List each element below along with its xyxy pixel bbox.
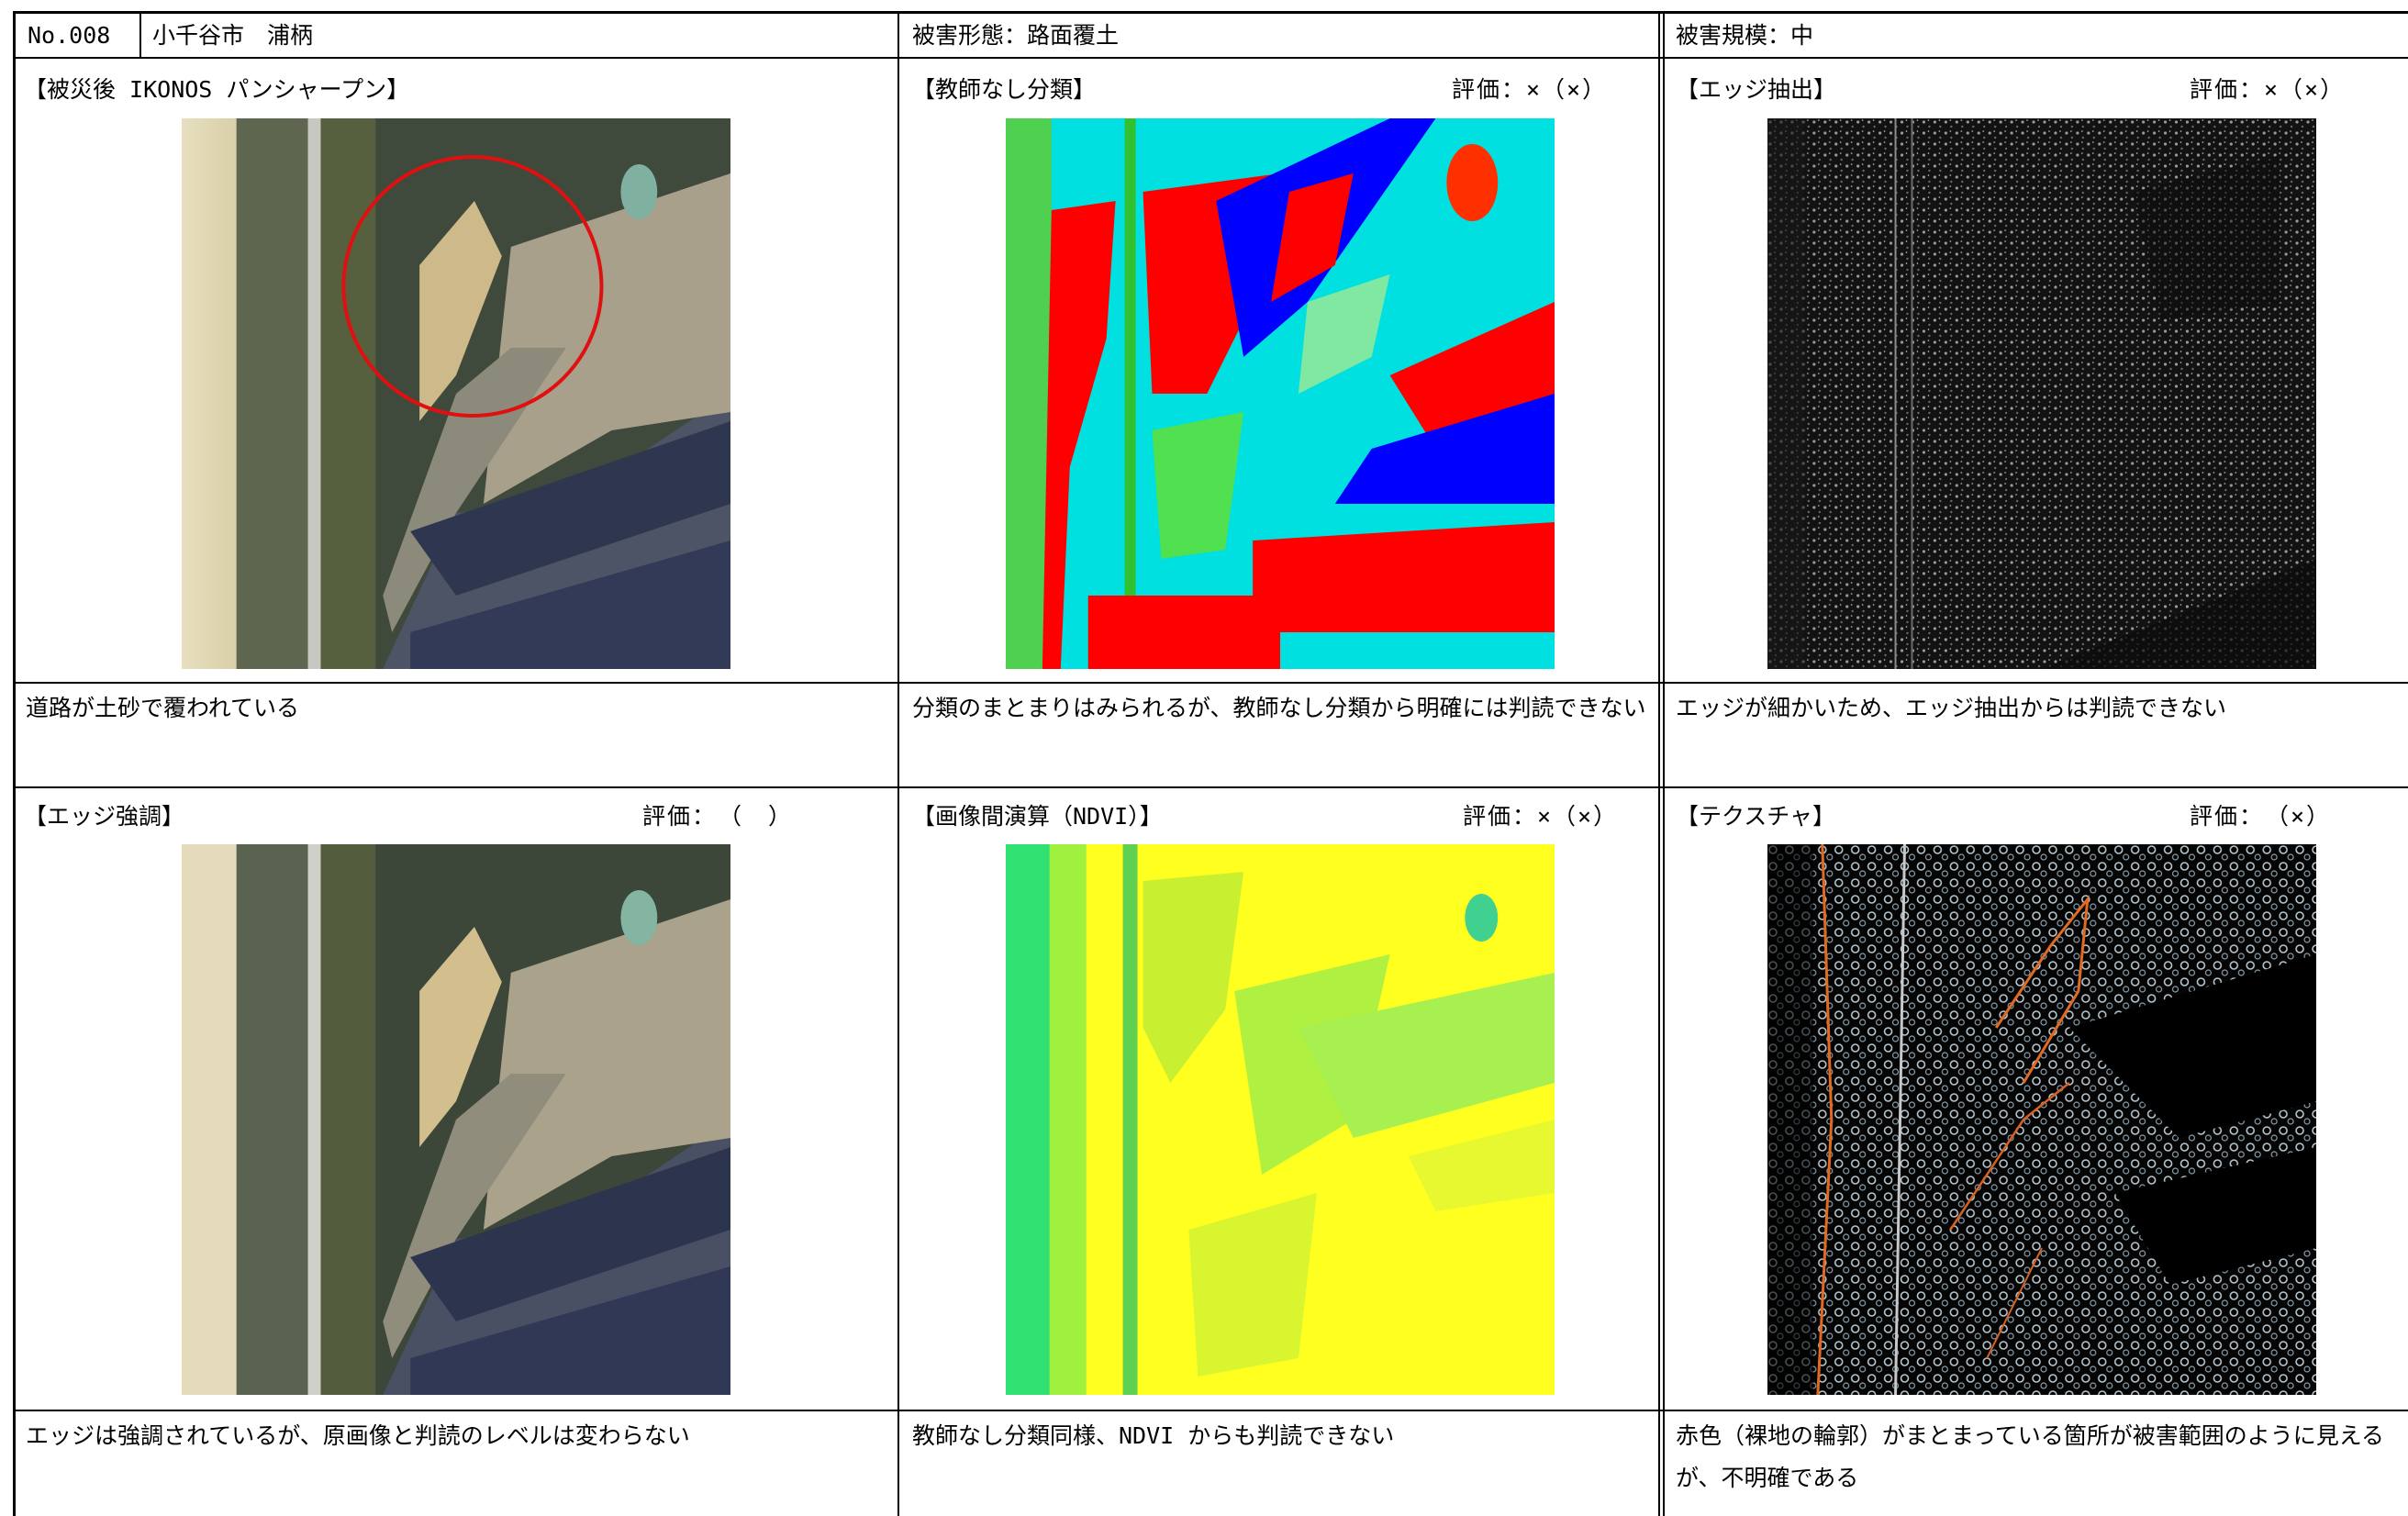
panel-title-ndvi: 【画像間演算（NDVI）】 xyxy=(912,803,1163,830)
grid-line xyxy=(139,11,141,58)
panel-title-classification: 【教師なし分類】 xyxy=(912,76,1097,103)
grid-line xyxy=(13,1410,2408,1411)
evaluation-edge-enhance: 評価： （ ） xyxy=(642,803,794,830)
description-satellite: 道路が土砂で覆われている xyxy=(26,695,300,721)
grid-line xyxy=(13,57,2408,59)
evaluation-classification: 評価：×（×） xyxy=(1452,76,1608,103)
grid-line xyxy=(13,11,16,1516)
ndvi-image xyxy=(1006,844,1555,1395)
panel-title-edge-enhance: 【エッジ強調】 xyxy=(24,803,185,830)
description-edge-enhance: エッジは強調されているが、原画像と判読のレベルは変わらない xyxy=(26,1422,690,1449)
damage-type-label: 被害形態：路面覆土 xyxy=(912,22,1120,49)
classification-image xyxy=(1006,118,1555,669)
grid-line xyxy=(1658,11,1660,1516)
evaluation-texture: 評価： （×） xyxy=(2190,803,2332,830)
case-number: No.008 xyxy=(28,22,111,49)
satellite-image xyxy=(182,118,730,669)
evaluation-edge-extract: 評価：×（×） xyxy=(2190,76,2346,103)
damage-scale-label: 被害規模：中 xyxy=(1676,22,1814,49)
grid-line xyxy=(13,786,2408,788)
texture-image xyxy=(1767,844,2316,1395)
grid-line xyxy=(13,11,2408,14)
evaluation-ndvi: 評価：×（×） xyxy=(1463,803,1619,830)
location-label: 小千谷市 浦柄 xyxy=(152,22,314,49)
edge-extraction-image xyxy=(1767,118,2316,669)
description-classification: 分類のまとまりはみられるが、教師なし分類から明確には判読できない xyxy=(912,695,1646,721)
grid-line xyxy=(897,11,899,1516)
description-edge-extract: エッジが細かいため、エッジ抽出からは判読できない xyxy=(1676,695,2227,721)
panel-title-edge-extract: 【エッジ抽出】 xyxy=(1676,76,1837,103)
description-texture: 赤色（裸地の輪郭）がまとまっている箇所が被害範囲のように見えるが、不明確である xyxy=(1676,1422,2385,1491)
grid-line xyxy=(13,682,2408,684)
panel-title-texture: 【テクスチャ】 xyxy=(1676,803,1836,830)
panel-title-satellite: 【被災後 IKONOS パンシャープン】 xyxy=(24,76,410,103)
edge-enhanced-image xyxy=(182,844,730,1395)
description-ndvi: 教師なし分類同様、NDVI からも判読できない xyxy=(912,1422,1395,1449)
grid-line xyxy=(1663,11,1665,1516)
